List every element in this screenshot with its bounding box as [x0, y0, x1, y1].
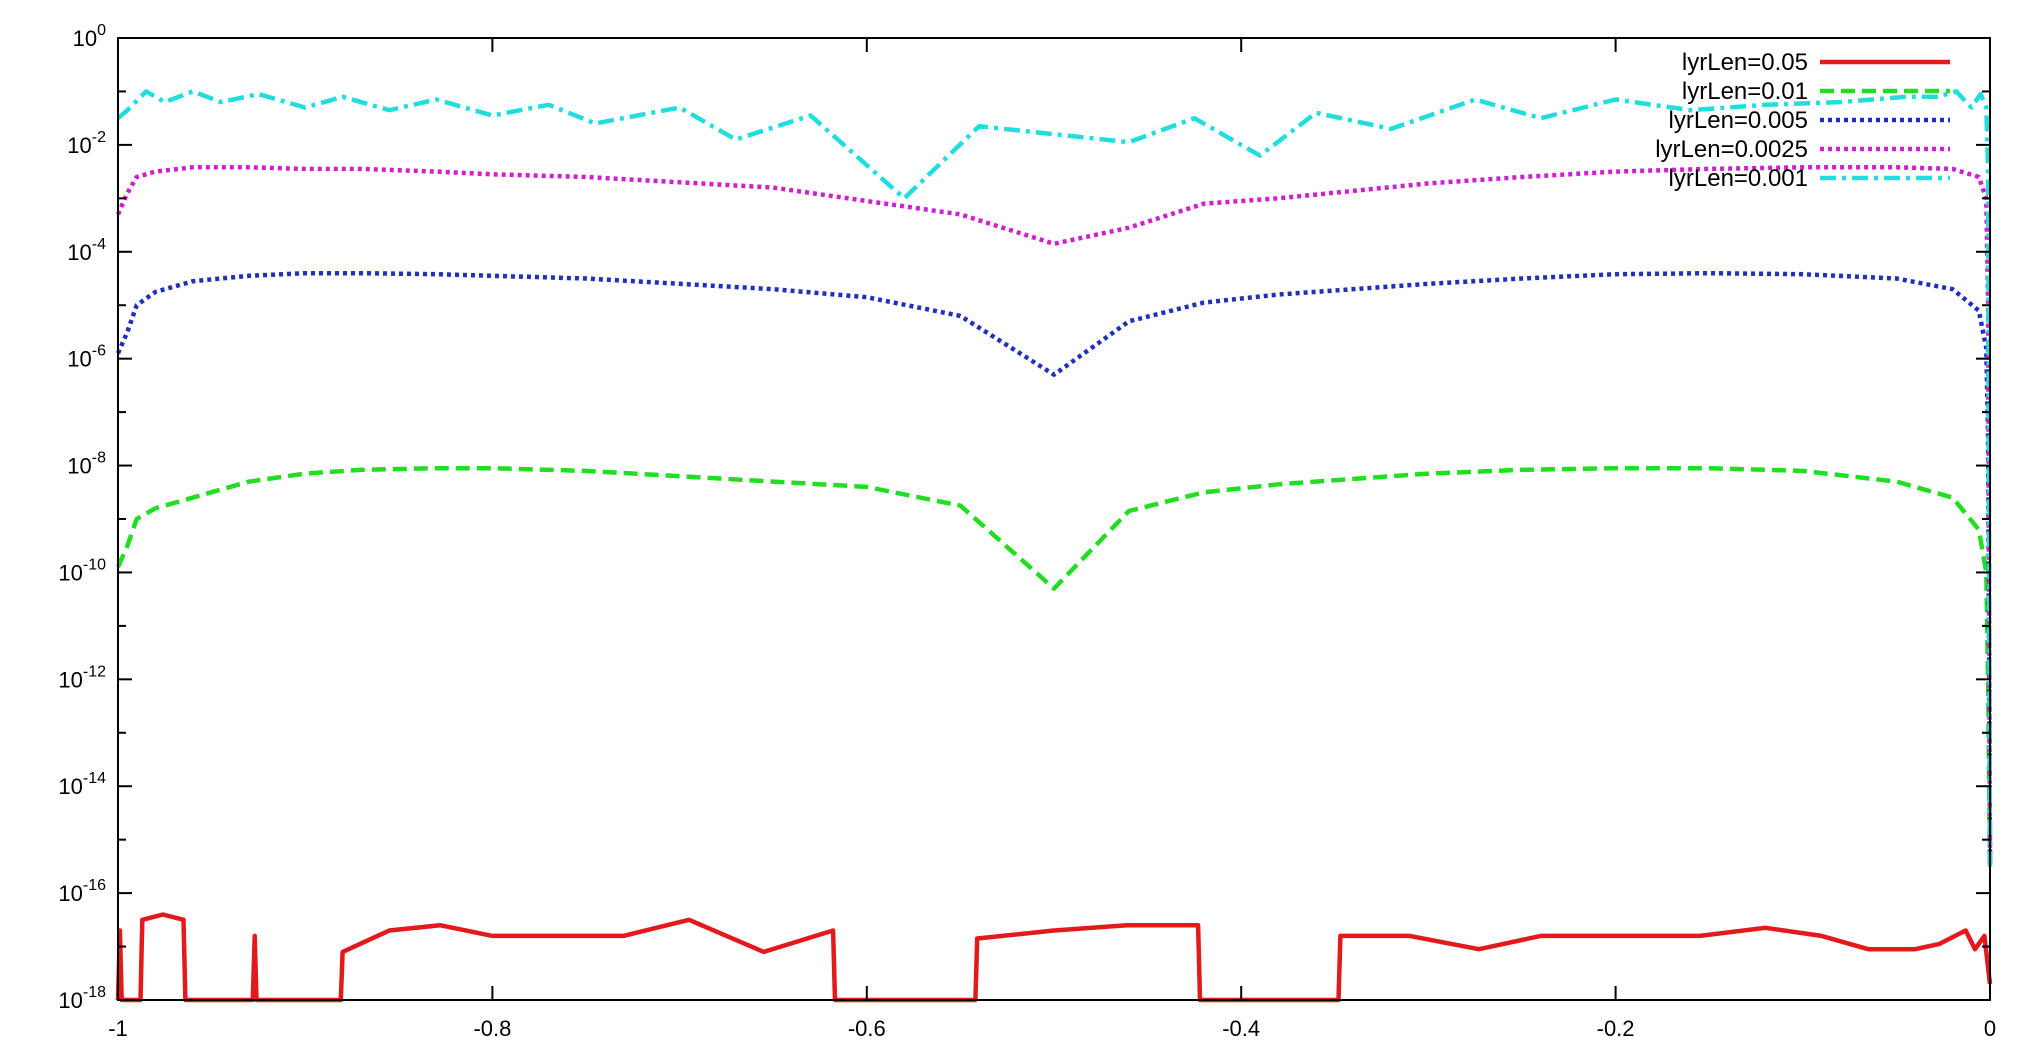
y-tick-label: 10-10 [58, 556, 106, 585]
legend-label: lyrLen=0.005 [1669, 107, 1808, 134]
legend-label: lyrLen=0.001 [1669, 165, 1808, 192]
x-tick-label: -1 [108, 1016, 128, 1041]
legend-label: lyrLen=0.05 [1682, 49, 1808, 76]
x-tick-label: -0.8 [473, 1016, 511, 1041]
y-tick-label: 10-14 [58, 770, 106, 799]
y-tick-label: 10-2 [67, 129, 106, 158]
y-tick-label: 10-18 [58, 984, 106, 1013]
y-tick-label: 10-12 [58, 663, 106, 692]
y-tick-label: 10-4 [67, 236, 106, 265]
y-tick-label: 100 [73, 22, 106, 51]
series-line-4 [115, 165, 1993, 867]
x-tick-label: -0.2 [1597, 1016, 1635, 1041]
legend: lyrLen=0.05lyrLen=0.01lyrLen=0.005lyrLen… [1655, 49, 1950, 192]
x-tick-label: -0.6 [848, 1016, 886, 1041]
y-tick-label: 10-6 [67, 343, 106, 372]
series-line-2 [115, 465, 1993, 867]
series-line-3 [115, 270, 1993, 867]
axis-layer: 100 10-2 10-4 10-6 10-8 10-10 10-12 10-14 10-16 1… [58, 22, 1996, 1041]
plot-area [115, 37, 1993, 1003]
legend-label: lyrLen=0.0025 [1655, 136, 1808, 163]
x-tick-label: -0.4 [1222, 1016, 1260, 1041]
y-tick-label: 10-16 [58, 877, 106, 906]
legend-label: lyrLen=0.01 [1682, 78, 1808, 105]
x-tick-label: 0 [1984, 1016, 1996, 1041]
series-line-5 [116, 89, 1993, 867]
y-tick-label: 10-8 [67, 450, 106, 479]
